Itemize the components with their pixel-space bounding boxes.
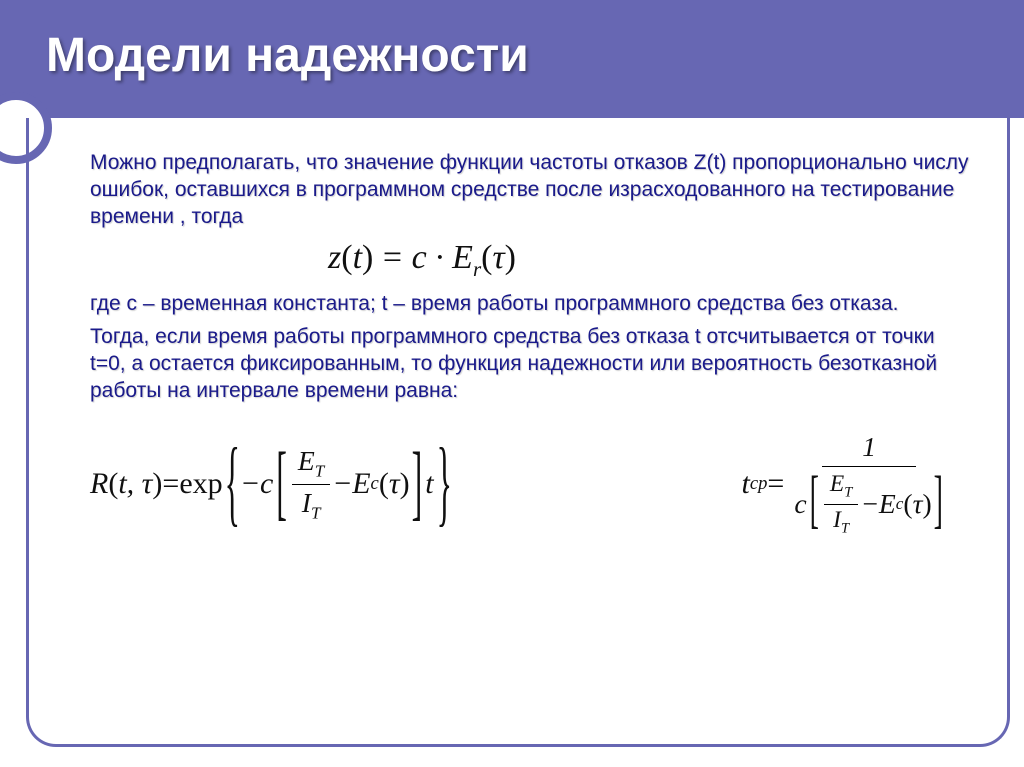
formula-row: R(t, τ) = exp { − c [ ET IT − Ec(τ) ] t … xyxy=(90,431,974,537)
f3-e2-sub: c xyxy=(896,494,904,514)
f2-e2-arg: τ xyxy=(389,467,400,501)
f3-innerden-sym: I xyxy=(833,507,841,533)
f1-const: c xyxy=(412,239,427,276)
f2-neg: − xyxy=(242,467,259,501)
f1-rhs-arg: τ xyxy=(492,239,504,276)
f3-big-fraction: 1 c [ ET IT − Ec(τ) ] xyxy=(787,431,951,537)
f2-eq: = xyxy=(162,467,179,501)
formula-reliability: R(t, τ) = exp { − c [ ET IT − Ec(τ) ] t … xyxy=(90,445,454,523)
f2-exp: exp xyxy=(179,467,222,501)
f2-func: R xyxy=(90,467,108,501)
f1-rhs-sub: r xyxy=(473,256,481,280)
f2-num-sub: T xyxy=(315,462,325,481)
f3-e2-arg: τ xyxy=(913,488,923,520)
explain-paragraph: Тогда, если время работы программного ср… xyxy=(90,324,974,405)
f2-den-sub: T xyxy=(311,503,321,522)
f3-const: c xyxy=(794,488,806,520)
f2-minus: − xyxy=(334,467,351,501)
f2-e2: E xyxy=(352,467,370,501)
f3-innernum-sub: T xyxy=(844,485,852,501)
f2-e2-sub: c xyxy=(371,473,379,495)
f2-tail: t xyxy=(425,467,433,501)
f2-const: c xyxy=(260,467,273,501)
f2-args: t, τ xyxy=(118,467,152,501)
f1-rhs-func: E xyxy=(452,239,473,276)
f3-lhs-sub: cp xyxy=(750,473,768,495)
f2-fraction: ET IT xyxy=(292,445,330,523)
f3-minus: − xyxy=(862,488,878,520)
slide-body: Можно предполагать, что значение функции… xyxy=(90,150,974,537)
f2-den-sym: I xyxy=(302,487,311,518)
formula-mean-time: tcp = 1 c [ ET IT − Ec(τ) ] xyxy=(742,431,954,537)
f3-innerden-sub: T xyxy=(841,520,849,536)
definition-paragraph: где с – временная константа; t – время р… xyxy=(90,291,974,318)
f3-innernum-sym: E xyxy=(830,471,844,497)
f3-eq: = xyxy=(767,467,784,501)
f3-lhs: t xyxy=(742,467,750,501)
f3-e2: E xyxy=(879,488,896,520)
formula-z-t: z(t) = c · Er(τ) xyxy=(0,239,974,282)
intro-paragraph: Можно предполагать, что значение функции… xyxy=(90,150,974,231)
f1-eq: = xyxy=(383,239,402,276)
f1-mult: · xyxy=(435,239,444,276)
f2-num-sym: E xyxy=(298,445,315,476)
f3-num: 1 xyxy=(862,431,876,462)
slide-title: Модели надежности xyxy=(46,28,529,83)
f1-lhs-arg: t xyxy=(353,239,362,276)
f1-lhs-func: z xyxy=(328,239,341,276)
